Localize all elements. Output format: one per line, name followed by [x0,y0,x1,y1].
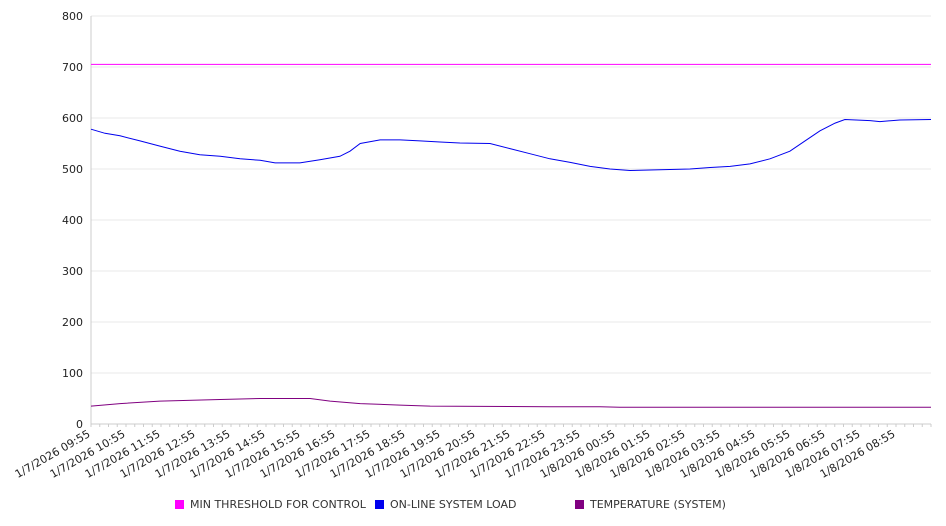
y-tick-label: 100 [62,367,83,380]
y-tick-label: 200 [62,316,83,329]
y-tick-label: 500 [62,163,83,176]
legend-label: TEMPERATURE (SYSTEM) [590,498,726,511]
legend-label: MIN THRESHOLD FOR CONTROL [190,498,366,511]
legend-item-threshold[interactable]: MIN THRESHOLD FOR CONTROL [175,498,366,511]
y-tick-label: 400 [62,214,83,227]
series-line-temperature-system [90,398,931,408]
legend-swatch [175,500,184,509]
legend-label: ON-LINE SYSTEM LOAD [390,498,517,511]
y-tick-label: 700 [62,61,83,74]
legend-swatch [375,500,384,509]
y-tick-label: 800 [62,10,83,23]
legend-swatch [575,500,584,509]
y-tick-label: 300 [62,265,83,278]
legend-item-temperature[interactable]: TEMPERATURE (SYSTEM) [575,498,726,511]
series-line-on-line-system-load [90,118,932,172]
y-tick-label: 0 [76,418,83,431]
legend-item-load[interactable]: ON-LINE SYSTEM LOAD [375,498,516,511]
y-tick-label: 600 [62,112,83,125]
